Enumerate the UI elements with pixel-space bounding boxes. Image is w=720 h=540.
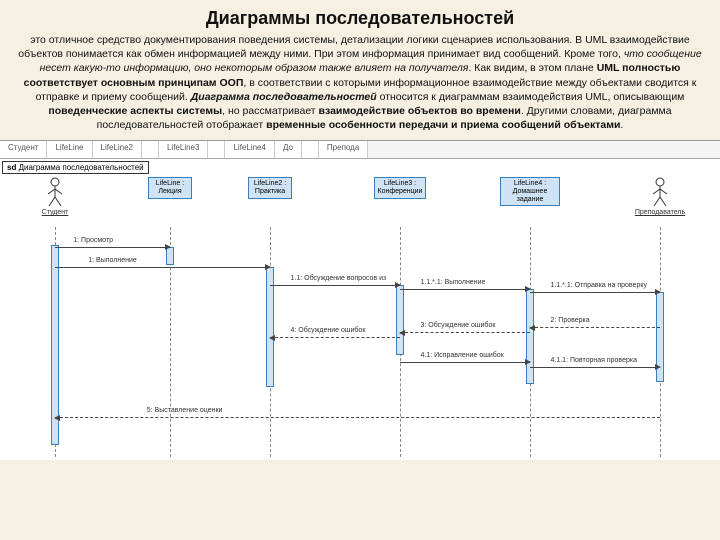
lifeline-object: LifeLine :Лекция bbox=[140, 177, 200, 198]
diagram-tab[interactable]: До bbox=[275, 141, 302, 158]
message-label: 1.1: Обсуждение вопросов из bbox=[290, 275, 388, 282]
diagram-tab[interactable]: Студент bbox=[0, 141, 47, 158]
message-label: 1: Просмотр bbox=[72, 237, 114, 244]
diagram-canvas: Студент LifeLine :Лекция LifeLine2 :Практи… bbox=[0, 177, 720, 460]
message-arrow bbox=[530, 367, 660, 368]
actor-label: Студент bbox=[25, 209, 85, 216]
diagram-tab[interactable] bbox=[142, 141, 159, 158]
lifeline-box: LifeLine3 :Конференции bbox=[374, 177, 427, 198]
actor-icon bbox=[45, 177, 65, 207]
diagram-tab[interactable]: Препода bbox=[319, 141, 368, 158]
message-arrow bbox=[55, 267, 270, 268]
message-label: 1.1.*.1: Отправка на проверку bbox=[550, 282, 648, 289]
lifeline-object: LifeLine2 :Практика bbox=[240, 177, 300, 198]
intro-paragraph: это отличное средство документирования п… bbox=[14, 33, 706, 132]
diagram-tab[interactable] bbox=[302, 141, 319, 158]
message-label: 5: Выставление оценки bbox=[146, 407, 224, 414]
diagram-tab[interactable]: LifeLine bbox=[47, 141, 92, 158]
activation-bar bbox=[526, 289, 534, 384]
actor: Студент bbox=[25, 177, 85, 216]
lifeline-box: LifeLine :Лекция bbox=[148, 177, 192, 198]
page-title: Диаграммы последовательностей bbox=[14, 8, 706, 29]
diagram-tab[interactable]: LifeLine3 bbox=[159, 141, 208, 158]
message-arrow bbox=[55, 247, 170, 248]
actor-icon bbox=[650, 177, 670, 207]
message-arrow bbox=[270, 285, 400, 286]
message-arrow bbox=[55, 417, 660, 418]
message-arrow bbox=[530, 327, 660, 328]
diagram-tabs: СтудентLifeLineLifeLine2 LifeLine3 LifeLin… bbox=[0, 141, 720, 159]
sequence-diagram: СтудентLifeLineLifeLine2LifeLine3LifeLin… bbox=[0, 140, 720, 460]
message-label: 2: Проверка bbox=[550, 317, 591, 324]
diagram-tab[interactable] bbox=[208, 141, 225, 158]
message-label: 1: Выполнение bbox=[87, 257, 138, 264]
diagram-tab[interactable]: LifeLine4 bbox=[225, 141, 274, 158]
sd-name: Диаграмма последовательностей bbox=[19, 163, 144, 172]
message-label: 3: Обсуждение ошибок bbox=[420, 322, 497, 329]
message-label: 4.1.1: Повторная проверка bbox=[550, 357, 638, 364]
sd-prefix: sd bbox=[7, 163, 16, 172]
message-arrow bbox=[400, 362, 530, 363]
activation-bar bbox=[396, 285, 404, 355]
diagram-tab[interactable]: LifeLine2 bbox=[93, 141, 142, 158]
header: Диаграммы последовательностей это отличн… bbox=[0, 0, 720, 136]
message-arrow bbox=[400, 332, 530, 333]
lifeline-box: LifeLine4 :Домашнее задание bbox=[500, 177, 560, 206]
message-label: 4: Обсуждение ошибок bbox=[290, 327, 367, 334]
actor-label: Преподаватель bbox=[630, 209, 690, 216]
message-label: 4.1: Исправление ошибок bbox=[420, 352, 505, 359]
message-label: 1.1.*.1: Выполнение bbox=[420, 279, 487, 286]
actor: Преподаватель bbox=[630, 177, 690, 216]
message-arrow bbox=[530, 292, 660, 293]
lifeline-object: LifeLine4 :Домашнее задание bbox=[500, 177, 560, 206]
sd-frame-label: sd Диаграмма последовательностей bbox=[2, 161, 149, 174]
message-arrow bbox=[400, 289, 530, 290]
lifeline-object: LifeLine3 :Конференции bbox=[370, 177, 430, 198]
lifeline-box: LifeLine2 :Практика bbox=[248, 177, 292, 198]
message-arrow bbox=[270, 337, 400, 338]
